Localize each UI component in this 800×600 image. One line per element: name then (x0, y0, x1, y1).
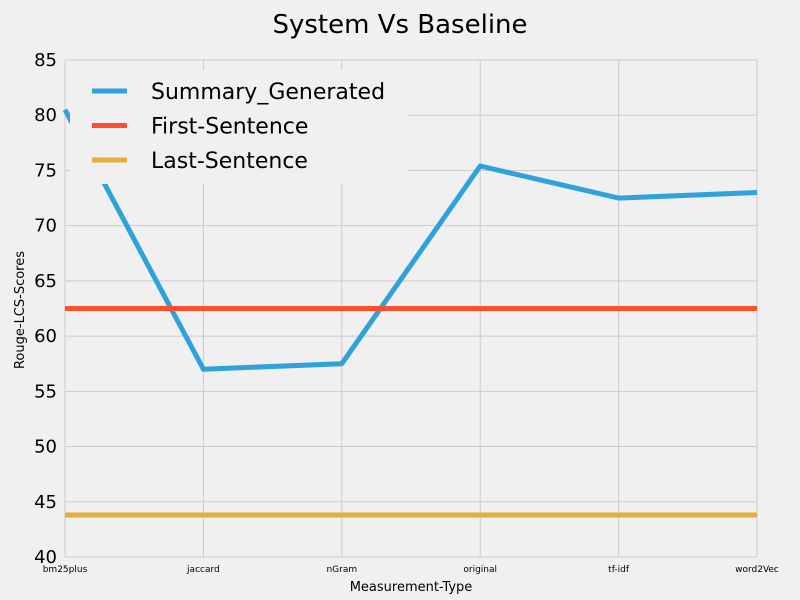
x-tick-label: word2Vec (735, 565, 779, 575)
y-tick-label: 65 (34, 271, 57, 292)
y-tick-label: 70 (34, 216, 57, 237)
y-tick-label: 50 (34, 437, 57, 458)
series-line-0 (62, 108, 758, 372)
y-tick-label: 80 (34, 105, 57, 126)
y-tick-label: 45 (34, 492, 57, 513)
legend-label: Last-Sentence (151, 149, 308, 174)
y-axis-ticks: 40 45 50 55 60 65 70 75 80 85 (34, 50, 57, 568)
x-axis-ticks: bm25plus jaccard nGram original tf-idf word2V… (43, 565, 779, 575)
x-tick-label: tf-idf (608, 565, 630, 575)
x-tick-label: jaccard (186, 565, 220, 575)
x-axis-label: Measurement-Type (350, 580, 473, 595)
x-tick-label: bm25plus (43, 565, 88, 575)
series-lines (62, 108, 758, 518)
y-tick-label: 60 (34, 326, 57, 347)
legend: Summary_Generated First-Sentence Last-Sent… (70, 70, 408, 184)
x-tick-label: nGram (326, 565, 357, 575)
y-tick-label: 55 (34, 381, 57, 402)
legend-label: First-Sentence (151, 115, 308, 140)
x-tick-label: original (463, 565, 497, 575)
chart-title: System Vs Baseline (272, 10, 527, 40)
y-tick-label: 40 (34, 547, 57, 568)
y-tick-label: 85 (34, 50, 57, 71)
legend-label: Summary_Generated (151, 80, 385, 105)
y-axis-label: Rouge-LCS-Scores (13, 251, 28, 369)
y-tick-label: 75 (34, 160, 57, 181)
